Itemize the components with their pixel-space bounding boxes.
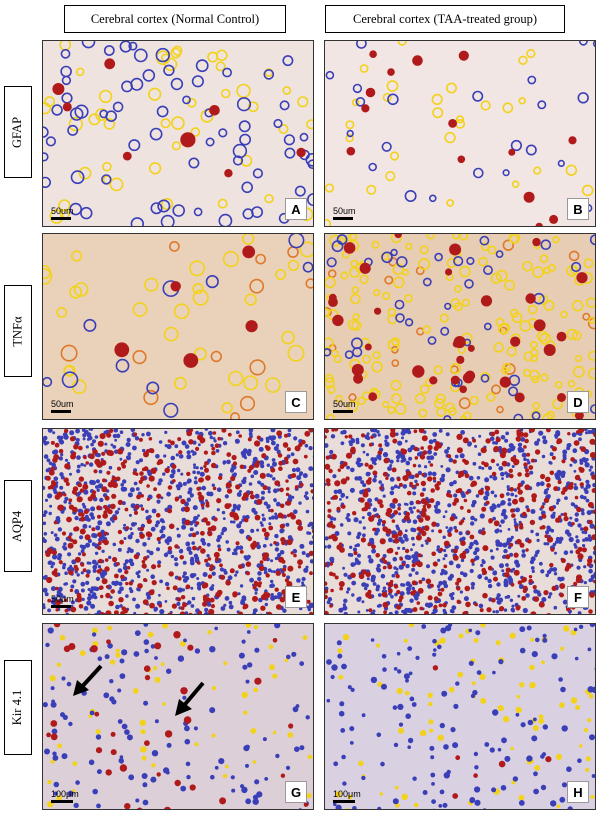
scale-bar: 50um [51, 399, 74, 413]
micrograph-image [325, 429, 595, 614]
scale-bar: 50um [333, 399, 356, 413]
row-label-gfap-text: GFAP [10, 116, 25, 148]
scale-bar-label: 50μm [51, 594, 74, 604]
micrograph-panel-h: 100μm H [324, 623, 596, 810]
micrograph-image [43, 429, 313, 614]
panel-letter: B [567, 198, 589, 220]
micrograph-image [325, 234, 595, 419]
scale-bar-label: 100μm [51, 789, 79, 799]
micrograph-panel-c: 50um C [42, 233, 314, 420]
panel-letter: C [285, 391, 307, 413]
scale-bar: 50um [333, 206, 356, 220]
row-label-tnfa-text: TNFα [10, 315, 25, 347]
panel-letter: G [285, 781, 307, 803]
scale-bar: 100μm [333, 789, 361, 803]
micrograph-panel-a: 50um A [42, 40, 314, 227]
row-label-gfap: GFAP [4, 86, 32, 178]
column-header-normal: Cerebral cortex (Normal Control) [64, 5, 286, 33]
micrograph-image [43, 41, 313, 226]
scale-bar-label: 50um [333, 399, 356, 409]
row-label-kir41-text: Kir 4.1 [10, 689, 25, 726]
row-label-tnfa: TNFα [4, 285, 32, 377]
arrow-indicator [173, 679, 209, 724]
micrograph-image [43, 624, 313, 809]
panel-letter: A [285, 198, 307, 220]
column-header-taa: Cerebral cortex (TAA-treated group) [325, 5, 565, 33]
micrograph-panel-g: 100μm G [42, 623, 314, 810]
micrograph-image [325, 41, 595, 226]
panel-letter: D [567, 391, 589, 413]
row-label-kir41: Kir 4.1 [4, 660, 32, 755]
panel-letter: H [567, 781, 589, 803]
column-header-normal-label: Cerebral cortex (Normal Control) [90, 11, 260, 26]
scale-bar-label: 100μm [333, 789, 361, 799]
micrograph-image [43, 234, 313, 419]
micrograph-panel-f: F [324, 428, 596, 615]
micrograph-panel-d: 50um D [324, 233, 596, 420]
scale-bar: 50μm [51, 594, 74, 608]
micrograph-image [326, 624, 595, 809]
scale-bar-label: 50um [51, 399, 74, 409]
arrow-indicator [71, 662, 107, 703]
row-label-aqp4-text: AQP4 [10, 510, 25, 542]
row-label-aqp4: AQP4 [4, 480, 32, 572]
column-header-taa-label: Cerebral cortex (TAA-treated group) [353, 11, 537, 26]
micrograph-panel-e: 50μm E [42, 428, 314, 615]
scale-bar: 100μm [51, 789, 79, 803]
scale-bar: 50um [51, 206, 74, 220]
scale-bar-label: 50um [51, 206, 74, 216]
panel-letter: E [285, 586, 307, 608]
micrograph-panel-b: 50um B [324, 40, 596, 227]
panel-letter: F [567, 586, 589, 608]
scale-bar-label: 50um [333, 206, 356, 216]
